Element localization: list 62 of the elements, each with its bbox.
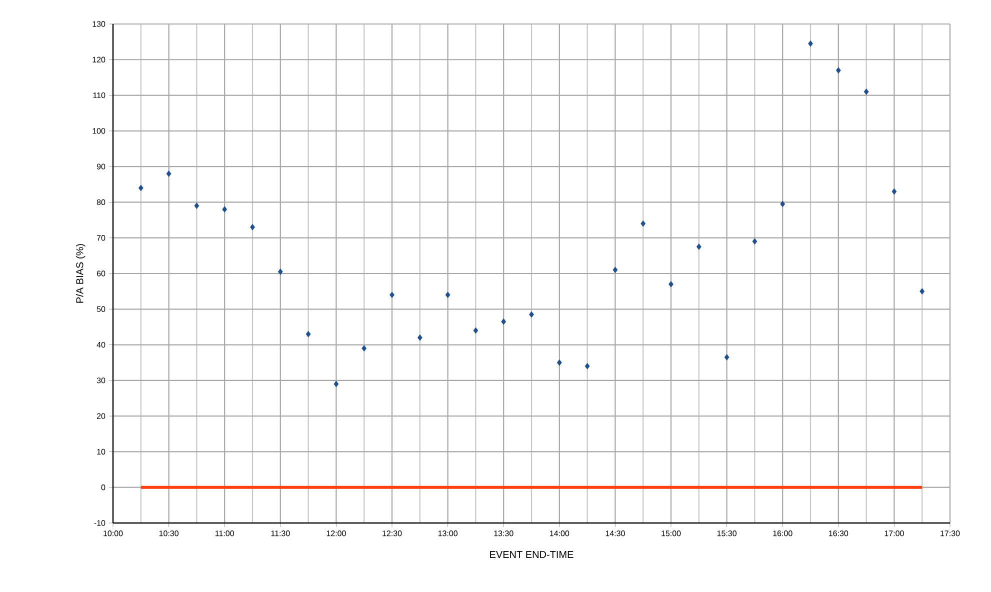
x-tick-label: 13:00 [438,530,458,536]
y-tick-label: 40 [96,342,106,348]
point [584,362,590,370]
x-tick-label: 17:30 [940,530,960,536]
x-axis-title: EVENT END-TIME [490,551,574,558]
x-tick-label: 15:30 [717,530,737,536]
point [864,88,869,95]
x-tick-label: 12:30 [382,530,402,536]
point [334,380,339,388]
y-tick-label: 50 [96,306,106,312]
point [836,67,841,74]
y-axis-title: P/A BIAS (%) [76,244,86,303]
point [417,334,422,341]
x-tick-label: 11:30 [271,530,290,536]
point [166,170,172,177]
x-tick-label: 10:30 [159,530,178,536]
x-tick-label: 15:00 [662,530,681,536]
x-tick-label: 12:00 [326,530,346,536]
y-tick-label: -10 [94,520,106,526]
x-tick-label: 16:30 [829,530,848,536]
x-tick-label: 10:00 [104,530,123,536]
x-tick-label: 14:00 [550,530,570,536]
y-tick-label: 10 [97,448,106,455]
point [529,311,534,318]
y-tick-label: 0 [101,484,106,490]
y-tick-label: 120 [92,56,106,62]
y-tick-label: 70 [96,235,106,241]
point [306,330,311,338]
point [278,268,283,275]
point [780,200,786,208]
point [892,188,897,195]
point [362,345,367,352]
x-tick-label: 13:30 [494,530,514,536]
x-tick-label: 17:00 [884,530,904,536]
point [808,40,813,47]
y-tick-label: 130 [92,21,106,27]
point [556,359,562,366]
y-tick-label: 100 [92,128,106,134]
y-tick-label: 110 [93,92,106,98]
point [612,266,618,274]
y-tick-label: 20 [96,413,106,419]
y-tick-label: 60 [96,270,106,276]
x-tick-label: 14:30 [606,530,625,536]
point [250,224,255,230]
y-tick-label: 90 [96,164,106,170]
point [752,238,758,245]
point [390,292,394,298]
point [445,292,450,298]
point [668,280,674,288]
x-tick-label: 16:00 [773,530,792,536]
point [222,206,228,213]
y-tick-label: 80 [96,199,106,206]
point [501,318,506,325]
point [138,184,144,192]
point [640,220,646,227]
point [473,327,478,334]
point [724,354,730,360]
x-tick-label: 11:00 [216,530,234,536]
point [194,202,200,209]
point [696,244,702,250]
y-tick-label: 30 [96,378,106,384]
point [920,288,925,295]
